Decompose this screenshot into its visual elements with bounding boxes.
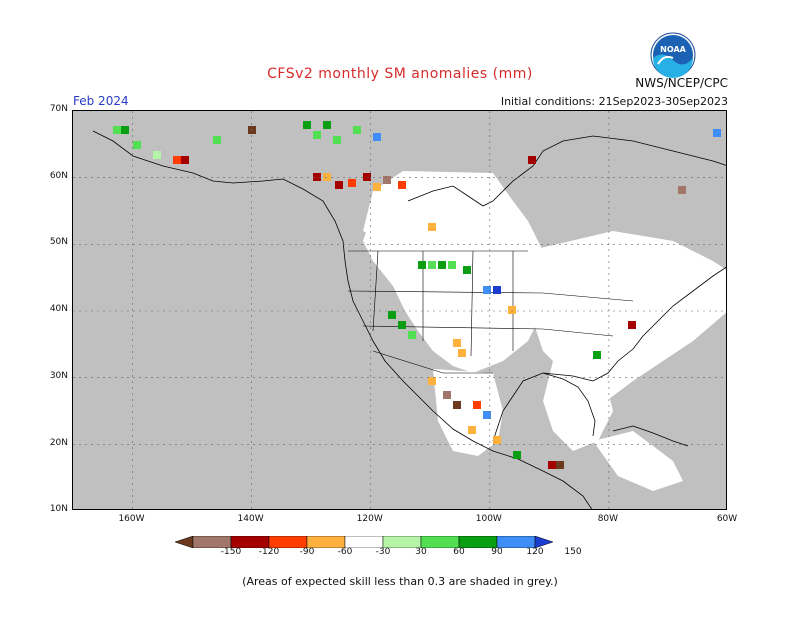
longitude-label: 60W	[716, 514, 738, 524]
coastlines	[92, 130, 726, 509]
longitude-label: 140W	[237, 514, 264, 524]
colorbar-tick-label: 150	[564, 547, 582, 557]
colorbar-tick-label: 30	[415, 547, 427, 557]
colorbar-high-arrow	[534, 536, 554, 548]
noaa-logo: NOAA	[650, 32, 696, 78]
graticule	[73, 111, 726, 509]
agency-label: NWS/NCEP/CPC	[635, 76, 728, 90]
colorbar-tick-label: 90	[491, 547, 503, 557]
longitude-label: 80W	[597, 514, 619, 524]
unmasked-land	[363, 171, 726, 491]
latitude-label: 10N	[49, 504, 68, 515]
latitude-label: 40N	[49, 304, 68, 315]
anomaly-cells	[113, 121, 721, 469]
latitude-label: 30N	[49, 370, 68, 381]
longitude-label: 120W	[356, 514, 383, 524]
latitude-label: 50N	[49, 237, 68, 248]
skill-footnote: (Areas of expected skill less than 0.3 a…	[242, 575, 558, 588]
latitude-label: 70N	[49, 104, 68, 114]
initial-conditions: Initial conditions: 21Sep2023-30Sep2023	[500, 95, 728, 108]
anomaly-map	[72, 110, 727, 510]
colorbar-tick-label: -90	[299, 547, 315, 557]
latitude-label: 60N	[49, 170, 68, 181]
longitude-label: 100W	[475, 514, 502, 524]
colorbar-tick-label: 60	[453, 547, 465, 557]
chart-title: CFSv2 monthly SM anomalies (mm)	[267, 66, 533, 82]
colorbar-tick-label: -120	[258, 547, 280, 557]
colorbar-tick-label: -150	[220, 547, 242, 557]
logo-text: NOAA	[660, 45, 686, 54]
colorbar	[175, 536, 554, 548]
map-svg	[73, 111, 726, 509]
colorbar-tick-label: -60	[337, 547, 353, 557]
colorbar-tick-label: -30	[375, 547, 391, 557]
longitude-label: 160W	[118, 514, 145, 524]
colorbar-low-arrow	[175, 536, 194, 548]
latitude-label: 20N	[49, 437, 68, 448]
forecast-month: Feb 2024	[73, 94, 129, 108]
colorbar-tick-label: 120	[526, 547, 544, 557]
